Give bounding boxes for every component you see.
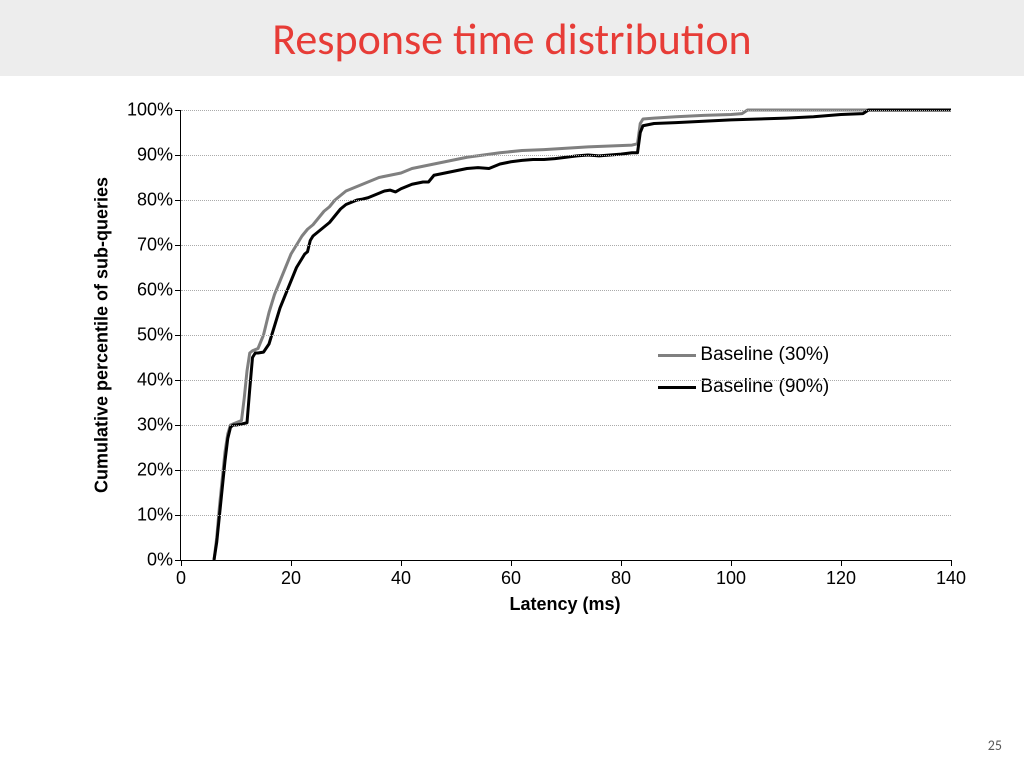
x-tick-mark: [511, 560, 512, 566]
y-tick-mark: [175, 470, 181, 471]
x-tick-label: 140: [936, 568, 966, 589]
x-tick-label: 100: [716, 568, 746, 589]
y-tick-label: 60%: [137, 280, 173, 301]
y-axis-label: Cumulative percentile of sub-queries: [92, 177, 113, 493]
x-tick-mark: [401, 560, 402, 566]
y-tick-mark: [175, 290, 181, 291]
x-tick-label: 20: [281, 568, 301, 589]
legend-swatch: [658, 354, 696, 357]
y-tick-label: 30%: [137, 415, 173, 436]
x-tick-label: 0: [176, 568, 186, 589]
x-tick-mark: [291, 560, 292, 566]
x-tick-mark: [181, 560, 182, 566]
grid-line: [181, 425, 951, 426]
x-tick-label: 40: [391, 568, 411, 589]
slide-title: Response time distribution: [0, 12, 1024, 66]
grid-line: [181, 290, 951, 291]
y-tick-label: 50%: [137, 325, 173, 346]
x-tick-mark: [841, 560, 842, 566]
grid-line: [181, 380, 951, 381]
x-tick-label: 60: [501, 568, 521, 589]
legend-label: Baseline (30%): [700, 344, 829, 366]
y-tick-label: 70%: [137, 235, 173, 256]
x-tick-mark: [951, 560, 952, 566]
x-tick-label: 80: [611, 568, 631, 589]
y-tick-mark: [175, 425, 181, 426]
grid-line: [181, 200, 951, 201]
y-tick-mark: [175, 515, 181, 516]
y-tick-mark: [175, 200, 181, 201]
grid-line: [181, 245, 951, 246]
legend: Baseline (30%)Baseline (90%): [658, 344, 829, 408]
y-tick-mark: [175, 155, 181, 156]
y-tick-mark: [175, 335, 181, 336]
grid-line: [181, 335, 951, 336]
y-tick-label: 10%: [137, 505, 173, 526]
plot-area: Baseline (30%)Baseline (90%) 0%10%20%30%…: [180, 110, 951, 561]
grid-line: [181, 470, 951, 471]
y-tick-mark: [175, 245, 181, 246]
y-tick-label: 90%: [137, 145, 173, 166]
y-tick-label: 0%: [147, 550, 173, 571]
grid-line: [181, 155, 951, 156]
y-tick-label: 100%: [127, 100, 173, 121]
x-tick-label: 120: [826, 568, 856, 589]
y-tick-label: 20%: [137, 460, 173, 481]
x-tick-mark: [621, 560, 622, 566]
page-number: 25: [988, 737, 1002, 754]
chart: Baseline (30%)Baseline (90%) 0% 10% 20% 30%…: [60, 100, 960, 660]
legend-item: Baseline (30%): [658, 344, 829, 366]
grid-line: [181, 515, 951, 516]
title-bar: Response time distribution: [0, 0, 1024, 76]
y-tick-label: 80%: [137, 190, 173, 211]
grid-line: [181, 110, 951, 111]
y-tick-mark: [175, 380, 181, 381]
x-axis-label: Latency (ms): [509, 594, 620, 615]
y-tick-mark: [175, 110, 181, 111]
y-tick-label: 40%: [137, 370, 173, 391]
legend-swatch: [658, 386, 696, 389]
x-tick-mark: [731, 560, 732, 566]
